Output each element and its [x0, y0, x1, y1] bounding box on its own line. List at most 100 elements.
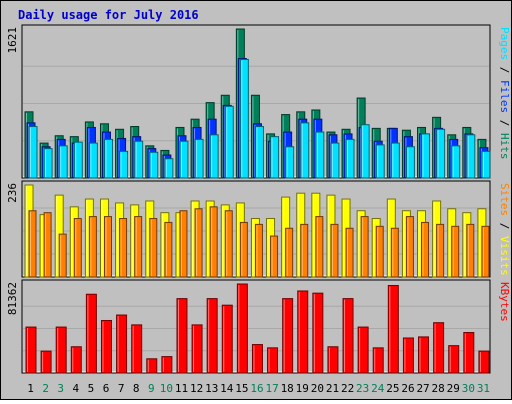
bar-kbytes-day-13: [206, 298, 218, 374]
bar-sites-day-9: [149, 218, 158, 278]
x-tick-day-26: 26: [401, 382, 414, 395]
x-tick-day-24: 24: [371, 382, 385, 395]
bar-pages-day-19: [300, 122, 310, 179]
bar-kbytes-day-3: [55, 326, 67, 374]
bar-sites-day-27: [421, 221, 430, 278]
bar-sites-day-25: [390, 227, 399, 278]
bar-pages-day-22: [345, 138, 355, 179]
bar-pages-day-23: [360, 124, 370, 179]
bar-kbytes-day-8: [131, 324, 143, 374]
x-tick-day-8: 8: [133, 382, 140, 395]
bar-pages-day-8: [134, 140, 144, 179]
bar-kbytes-day-6: [100, 319, 112, 374]
bar-pages-day-31: [481, 150, 491, 179]
bar-kbytes-day-17: [267, 347, 279, 374]
bar-kbytes-day-31: [478, 350, 490, 374]
bar-pages-day-13: [209, 134, 219, 179]
y-max-label: 81362: [6, 282, 19, 315]
bar-pages-day-20: [315, 131, 325, 179]
bar-kbytes-day-24: [372, 347, 384, 374]
x-tick-day-12: 12: [190, 382, 203, 395]
x-tick-day-10: 10: [160, 382, 173, 395]
x-tick-day-28: 28: [432, 382, 445, 395]
chart-title: Daily usage for July 2016: [18, 8, 199, 22]
bar-kbytes-day-25: [387, 284, 399, 374]
x-tick-day-9: 9: [148, 382, 155, 395]
bar-pages-day-21: [330, 142, 340, 179]
bar-kbytes-day-16: [251, 344, 263, 374]
bar-sites-day-3: [58, 233, 67, 278]
bar-sites-day-23: [360, 216, 369, 278]
bar-kbytes-day-30: [463, 332, 475, 374]
y-max-label: 236: [6, 183, 19, 203]
bar-sites-day-28: [436, 223, 445, 278]
x-tick-day-16: 16: [250, 382, 263, 395]
x-axis: 1 2 3 4 5 6 7 8 9 10 11 12 13 14 15 16 17 18 19 20 21 22 23 24 2…: [27, 382, 490, 395]
bar-pages-day-5: [88, 142, 98, 179]
bar-pages-day-28: [436, 128, 446, 179]
legend-middle: Sites / Visits: [498, 183, 511, 276]
legend-entry-pages: Pages: [498, 27, 511, 60]
x-tick-day-15: 15: [235, 382, 248, 395]
bar-kbytes-day-4: [70, 346, 82, 374]
bar-pages-day-10: [164, 158, 174, 179]
bar-sites-day-13: [209, 206, 218, 278]
bar-kbytes-day-28: [433, 322, 445, 374]
bar-sites-day-16: [254, 223, 263, 278]
series-pages: [28, 58, 491, 179]
bar-pages-day-17: [270, 136, 280, 179]
x-tick-day-3: 3: [57, 382, 64, 395]
legend-entry-sites: Sites: [498, 183, 511, 216]
bar-pages-day-30: [466, 134, 476, 179]
bar-pages-day-27: [421, 133, 431, 179]
bar-sites-day-7: [119, 218, 128, 278]
legend-bottom: KBytes: [498, 282, 511, 322]
bar-sites-day-4: [73, 218, 82, 278]
bar-kbytes-day-29: [448, 345, 460, 374]
x-tick-day-25: 25: [386, 382, 399, 395]
bar-sites-day-5: [88, 216, 97, 278]
panel-middle: 236 Sites / Visits: [6, 180, 511, 278]
bar-sites-day-6: [103, 216, 112, 278]
bar-pages-day-15: [239, 58, 249, 179]
x-tick-day-22: 22: [341, 382, 354, 395]
bar-kbytes-day-27: [418, 336, 430, 374]
legend-separator: /: [498, 60, 511, 80]
x-tick-day-7: 7: [118, 382, 125, 395]
bar-kbytes-day-5: [85, 293, 97, 374]
series-kbytes: [25, 283, 490, 374]
bar-kbytes-day-7: [116, 314, 128, 374]
series-sites: [28, 206, 490, 278]
bar-sites-day-18: [285, 227, 294, 278]
bars-middle: [24, 184, 490, 278]
legend-entry-hits: Hits: [498, 133, 511, 160]
bar-kbytes-day-1: [25, 326, 37, 374]
bar-sites-day-15: [239, 221, 248, 278]
bar-sites-day-30: [466, 223, 475, 278]
bar-sites-day-12: [194, 208, 203, 278]
x-tick-day-5: 5: [88, 382, 95, 395]
bar-sites-day-8: [134, 216, 143, 278]
bar-sites-day-21: [330, 223, 339, 278]
bar-pages-day-7: [119, 150, 129, 179]
bar-sites-day-17: [270, 235, 279, 278]
x-tick-day-29: 29: [447, 382, 460, 395]
x-tick-day-1: 1: [27, 382, 34, 395]
bar-kbytes-day-10: [161, 356, 173, 374]
legend-top: Pages / Files / Hits: [498, 27, 511, 160]
bar-sites-day-22: [345, 227, 354, 278]
x-tick-day-20: 20: [311, 382, 324, 395]
x-tick-day-27: 27: [416, 382, 429, 395]
bar-kbytes-day-21: [327, 346, 339, 374]
bar-pages-day-26: [405, 146, 415, 179]
bar-kbytes-day-18: [282, 298, 294, 374]
x-tick-day-6: 6: [103, 382, 110, 395]
bar-kbytes-day-19: [297, 290, 309, 374]
legend-separator: /: [498, 216, 511, 236]
bar-kbytes-day-20: [312, 292, 324, 374]
bar-kbytes-day-23: [357, 326, 369, 374]
legend-entry-files: Files: [498, 80, 511, 113]
panel-bottom: 81362 KBytes: [6, 279, 511, 374]
bar-pages-day-16: [254, 126, 264, 179]
x-tick-day-31: 31: [477, 382, 490, 395]
